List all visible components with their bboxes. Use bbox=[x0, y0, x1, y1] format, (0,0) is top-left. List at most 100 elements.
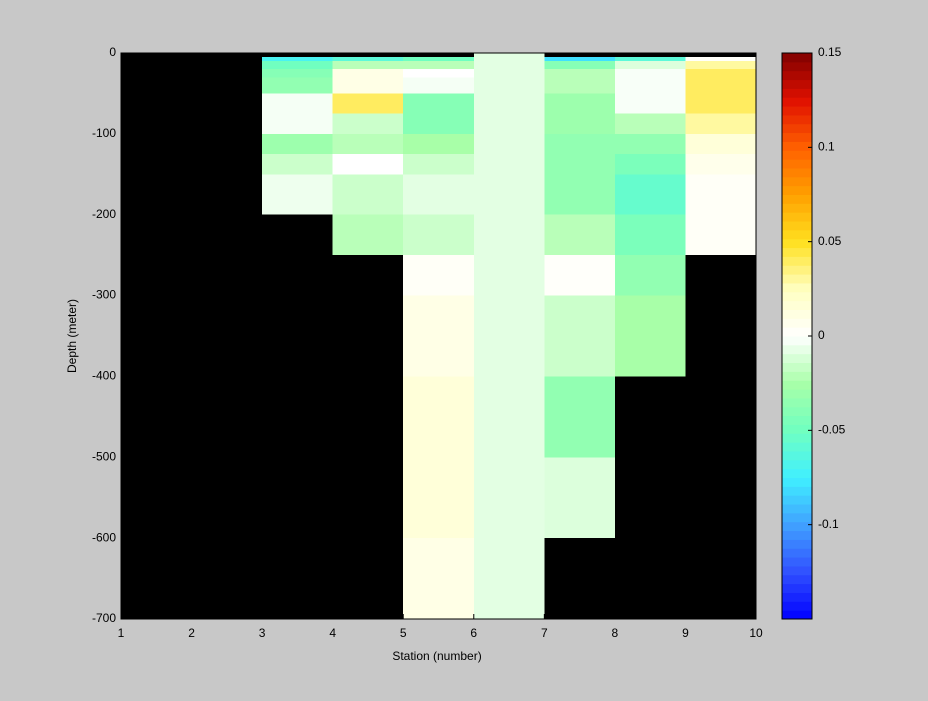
heat-cell bbox=[332, 93, 404, 114]
heat-cell bbox=[614, 255, 686, 296]
heat-cell bbox=[262, 174, 333, 215]
heat-cell bbox=[403, 61, 474, 70]
colorbar-band bbox=[782, 477, 812, 487]
heat-cell bbox=[473, 376, 545, 458]
colorbar-band bbox=[782, 247, 812, 257]
heat-cell bbox=[403, 154, 474, 175]
colorbar-band bbox=[782, 291, 812, 302]
axes-frame bbox=[120, 52, 757, 620]
heat-cell bbox=[332, 57, 404, 62]
colorbar-band bbox=[782, 97, 812, 107]
heat-cell bbox=[544, 57, 615, 62]
colorbar-band bbox=[782, 176, 812, 187]
heat-cell bbox=[473, 174, 545, 215]
heat-cell bbox=[685, 57, 756, 62]
heat-cell bbox=[473, 53, 545, 58]
heat-cell bbox=[403, 214, 474, 256]
heat-cell bbox=[473, 133, 545, 155]
heat-cell bbox=[544, 69, 615, 78]
heat-cell bbox=[473, 61, 545, 70]
x-axis-label: Station (number) bbox=[392, 649, 481, 663]
colorbar-band bbox=[782, 344, 812, 355]
heat-cell bbox=[403, 376, 474, 458]
heat-cell bbox=[332, 174, 404, 215]
x-tick-label: 2 bbox=[188, 626, 195, 640]
colorbar-band bbox=[782, 265, 812, 275]
heat-cell bbox=[262, 93, 333, 114]
colorbar-band bbox=[782, 282, 812, 293]
colorbar-band bbox=[782, 504, 812, 514]
y-axis-label: Depth (meter) bbox=[65, 299, 79, 373]
y-tick-label: -400 bbox=[92, 369, 116, 383]
heat-cell bbox=[685, 61, 756, 70]
colorbar-band bbox=[782, 380, 812, 390]
heat-cell bbox=[473, 154, 545, 175]
heat-cell bbox=[403, 57, 474, 62]
colorbar-band bbox=[782, 415, 812, 425]
colorbar-band bbox=[782, 389, 812, 399]
heat-cell bbox=[403, 255, 474, 296]
heat-cell bbox=[685, 174, 756, 215]
colorbar-tick-label: 0 bbox=[818, 328, 825, 342]
heat-cell bbox=[614, 77, 686, 94]
heat-cell bbox=[403, 69, 474, 78]
y-tick-label: -300 bbox=[92, 288, 116, 302]
heat-cell bbox=[544, 133, 615, 155]
colorbar-band bbox=[782, 238, 812, 249]
heat-cell bbox=[544, 77, 615, 94]
colorbar-band bbox=[782, 123, 812, 134]
colorbar-band bbox=[782, 353, 812, 364]
heat-cell bbox=[614, 133, 686, 155]
colorbar-band bbox=[782, 212, 812, 222]
colorbar-band bbox=[782, 371, 812, 381]
colorbar-band bbox=[782, 592, 812, 602]
heat-cell bbox=[544, 376, 615, 458]
heat-cell bbox=[403, 93, 474, 114]
heat-cell bbox=[403, 174, 474, 215]
colorbar-band bbox=[782, 203, 812, 213]
colorbar-band bbox=[782, 433, 812, 443]
heat-cell bbox=[332, 214, 404, 256]
x-tick-label: 7 bbox=[541, 626, 548, 640]
heat-cell bbox=[614, 61, 686, 70]
colorbar-band bbox=[782, 106, 812, 116]
heat-cell bbox=[685, 214, 756, 256]
colorbar-band bbox=[782, 327, 812, 337]
colorbar-band bbox=[782, 362, 812, 372]
heat-cell bbox=[403, 133, 474, 155]
y-tick-label: -500 bbox=[92, 449, 116, 463]
colorbar-band bbox=[782, 530, 812, 540]
heat-cell bbox=[332, 69, 404, 78]
colorbar-band bbox=[782, 459, 812, 470]
heat-cell bbox=[473, 57, 545, 62]
heat-cell bbox=[332, 113, 404, 134]
heat-cell bbox=[473, 214, 545, 256]
colorbar-band bbox=[782, 309, 812, 319]
heat-cell bbox=[262, 77, 333, 94]
y-tick-label: 0 bbox=[109, 45, 116, 59]
heat-cell bbox=[685, 93, 756, 114]
colorbar-band bbox=[782, 574, 812, 585]
heat-cell bbox=[262, 113, 333, 134]
x-tick-label: 9 bbox=[682, 626, 689, 640]
colorbar-band bbox=[782, 601, 812, 611]
heat-cell bbox=[403, 538, 474, 619]
colorbar-band bbox=[782, 450, 812, 461]
heat-cell bbox=[473, 93, 545, 114]
colorbar-band bbox=[782, 565, 812, 576]
colorbar-band bbox=[782, 53, 812, 63]
colorbar-band bbox=[782, 610, 812, 620]
heat-cell bbox=[262, 61, 333, 70]
colorbar-band bbox=[782, 185, 812, 195]
heat-cell bbox=[544, 457, 615, 539]
heat-cell bbox=[614, 69, 686, 78]
x-tick-label: 10 bbox=[749, 626, 763, 640]
y-tick-label: -600 bbox=[92, 530, 116, 544]
colorbar-band bbox=[782, 229, 812, 240]
x-tick-label: 3 bbox=[259, 626, 266, 640]
x-tick-label: 4 bbox=[329, 626, 336, 640]
heat-cell bbox=[473, 77, 545, 94]
heat-cell bbox=[544, 61, 615, 70]
